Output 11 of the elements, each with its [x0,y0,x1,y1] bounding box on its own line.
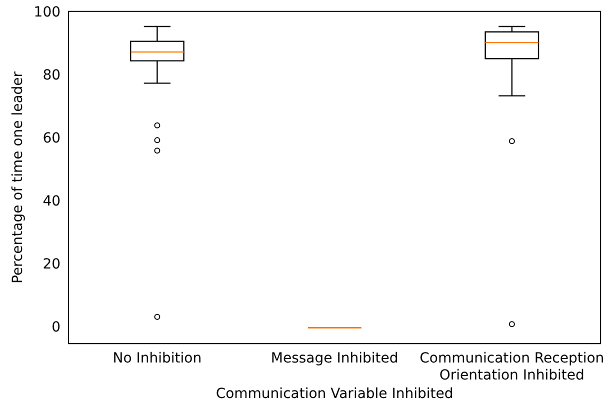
y-tick-label: 20 [42,256,61,273]
y-tick-label: 40 [42,194,61,210]
y-axis-title: Percentage of time one leader [10,71,26,284]
y-tick-label: 100 [34,4,61,21]
y-tick-label: 0 [52,319,61,336]
x-axis-title: Communication Variable Inhibited [216,386,454,402]
y-tick-label: 80 [42,68,61,84]
y-tick-label: 60 [42,130,61,147]
x-tick-label: Communication Reception Orientation Inhibited [420,350,604,384]
x-tick-label: No Inhibition [112,350,202,367]
x-tick-label: Message Inhibited [270,350,398,367]
